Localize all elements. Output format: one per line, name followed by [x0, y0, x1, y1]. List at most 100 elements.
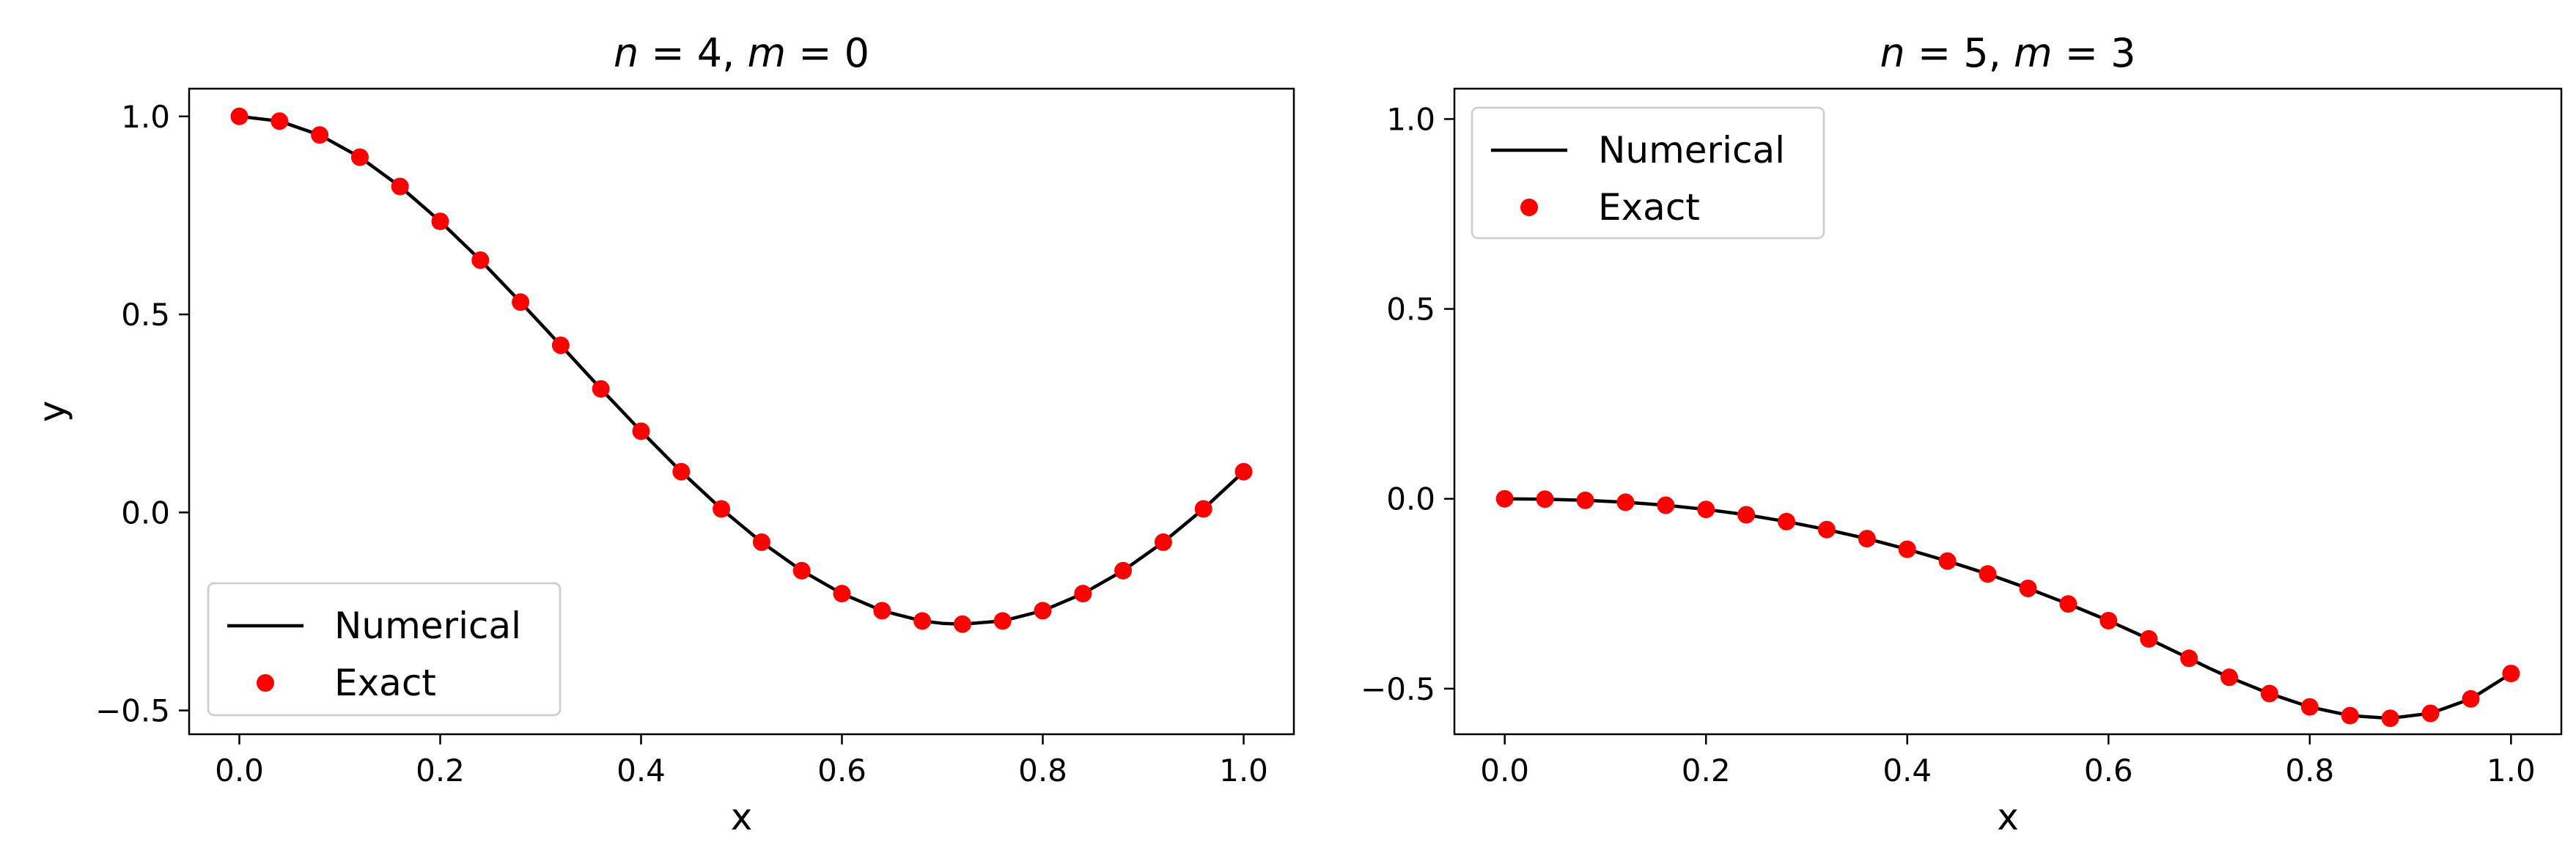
- data-point-exact: [792, 561, 811, 580]
- y-tick-label: 0.5: [1386, 292, 1435, 328]
- data-point-exact: [2381, 709, 2399, 728]
- data-point-exact: [1074, 585, 1092, 603]
- legend-marker-swatch: [1520, 199, 1538, 216]
- data-point-exact: [2059, 595, 2078, 613]
- data-point-exact: [1697, 500, 1715, 519]
- data-point-exact: [2100, 612, 2118, 629]
- data-point-exact: [1858, 530, 1876, 548]
- data-point-exact: [1616, 493, 1635, 511]
- data-point-exact: [391, 177, 409, 196]
- data-point-exact: [953, 615, 971, 633]
- chart-title: n = 4, m = 0: [614, 30, 869, 76]
- x-axis-label: x: [731, 796, 753, 838]
- data-point-exact: [1495, 489, 1514, 508]
- chart-title-part: = 0: [786, 30, 869, 76]
- chart-title-part: = 3: [2053, 30, 2136, 76]
- y-tick-label: 0.0: [1386, 481, 1435, 517]
- legend-box: [1471, 106, 1825, 240]
- legend-marker-swatch: [257, 674, 274, 692]
- x-tick-label: 0.8: [1018, 753, 1067, 788]
- data-point-exact: [2180, 649, 2198, 668]
- right-plot-panel: n = 5, m = 3 0.0 0.2 0.4 0.6 0.8 1.0 −0.5 0.0 0.5…: [1361, 30, 2563, 838]
- series-line-numerical: [1504, 497, 2512, 720]
- data-point-exact: [1536, 490, 1554, 509]
- chart-title-part: m: [747, 30, 786, 76]
- y-tick-label: −0.5: [1361, 671, 1435, 707]
- data-point-exact: [632, 422, 650, 440]
- data-point-exact: [431, 213, 449, 231]
- series-line-numerical: [239, 114, 1245, 626]
- data-point-exact: [752, 533, 770, 551]
- data-point-exact: [1938, 552, 1957, 570]
- x-tick-label: 0.6: [817, 753, 866, 788]
- data-point-exact: [551, 336, 570, 355]
- x-tick-label: 1.0: [1219, 753, 1268, 788]
- y-tick-label: −0.5: [95, 693, 170, 729]
- data-point-exact: [1034, 602, 1052, 620]
- y-tick-label: 1.0: [1386, 101, 1435, 137]
- chart-title-part: = 4,: [639, 30, 747, 76]
- data-point-exact: [350, 148, 369, 166]
- data-point-exact: [1657, 496, 1675, 514]
- legend: Numerical Exact: [1471, 106, 1825, 240]
- data-point-exact: [592, 380, 610, 398]
- x-tick-label: 0.2: [416, 753, 465, 788]
- data-point-exact: [993, 612, 1012, 630]
- legend-label-numerical: Numerical: [334, 605, 521, 647]
- data-point-exact: [1194, 500, 1212, 518]
- data-point-exact: [672, 462, 691, 481]
- x-tick-label: 0.0: [215, 753, 264, 788]
- data-point-exact: [512, 293, 530, 311]
- data-point-exact: [2421, 704, 2440, 723]
- data-point-exact: [1817, 520, 1836, 539]
- chart-title: n = 5, m = 3: [1880, 30, 2135, 76]
- data-point-exact: [1778, 512, 1795, 531]
- x-axis-label: x: [1997, 796, 2019, 838]
- x-tick-label: 0.6: [2084, 753, 2133, 788]
- chart-title-part: = 5,: [1905, 30, 2014, 76]
- y-tick-label: 0.5: [121, 297, 170, 333]
- y-axis-label: y: [31, 401, 73, 423]
- legend-box: [207, 582, 562, 717]
- data-point-exact: [1737, 506, 1756, 524]
- data-point-exact: [1114, 561, 1133, 580]
- x-tick-label: 0.8: [2285, 753, 2334, 788]
- data-point-exact: [873, 602, 891, 620]
- axes-frame: [188, 87, 1295, 736]
- x-tick-label: 0.0: [1480, 753, 1529, 788]
- data-point-exact: [311, 126, 329, 144]
- data-point-exact: [2220, 668, 2238, 687]
- data-point-exact: [2300, 698, 2319, 716]
- axes-frame: [1453, 87, 2563, 736]
- data-point-exact: [1234, 462, 1253, 481]
- legend-label-numerical: Numerical: [1598, 129, 1785, 171]
- legend: Numerical Exact: [207, 582, 562, 717]
- chart-title-part: m: [2014, 30, 2053, 76]
- data-point-exact: [833, 585, 851, 603]
- data-point-exact: [2462, 690, 2480, 708]
- data-point-exact: [1154, 533, 1172, 551]
- data-point-exact: [271, 112, 289, 130]
- data-point-exact: [913, 612, 932, 630]
- x-tick-label: 0.4: [617, 753, 666, 788]
- data-point-exact: [471, 251, 490, 269]
- x-tick-label: 0.2: [1682, 753, 1731, 788]
- data-point-exact: [2140, 629, 2158, 648]
- x-tick-label: 1.0: [2487, 753, 2536, 788]
- data-point-exact: [713, 500, 731, 518]
- data-point-exact: [2019, 580, 2037, 597]
- legend-label-exact: Exact: [334, 662, 436, 704]
- left-plot-panel: n = 4, m = 0 0.0 0.2 0.4 0.6 0.8 1.0 −0.5 0.0 0.5…: [31, 30, 1295, 838]
- x-tick-label: 0.4: [1883, 753, 1932, 788]
- data-point-exact: [1979, 565, 1997, 583]
- chart-title-part: n: [614, 30, 639, 76]
- data-point-exact: [2502, 665, 2520, 683]
- chart-title-part: n: [1880, 30, 1905, 76]
- data-point-exact: [2341, 706, 2359, 725]
- data-point-exact: [1576, 491, 1594, 509]
- data-point-exact: [2260, 684, 2278, 703]
- y-tick-label: 1.0: [121, 99, 170, 135]
- y-tick-label: 0.0: [121, 495, 170, 531]
